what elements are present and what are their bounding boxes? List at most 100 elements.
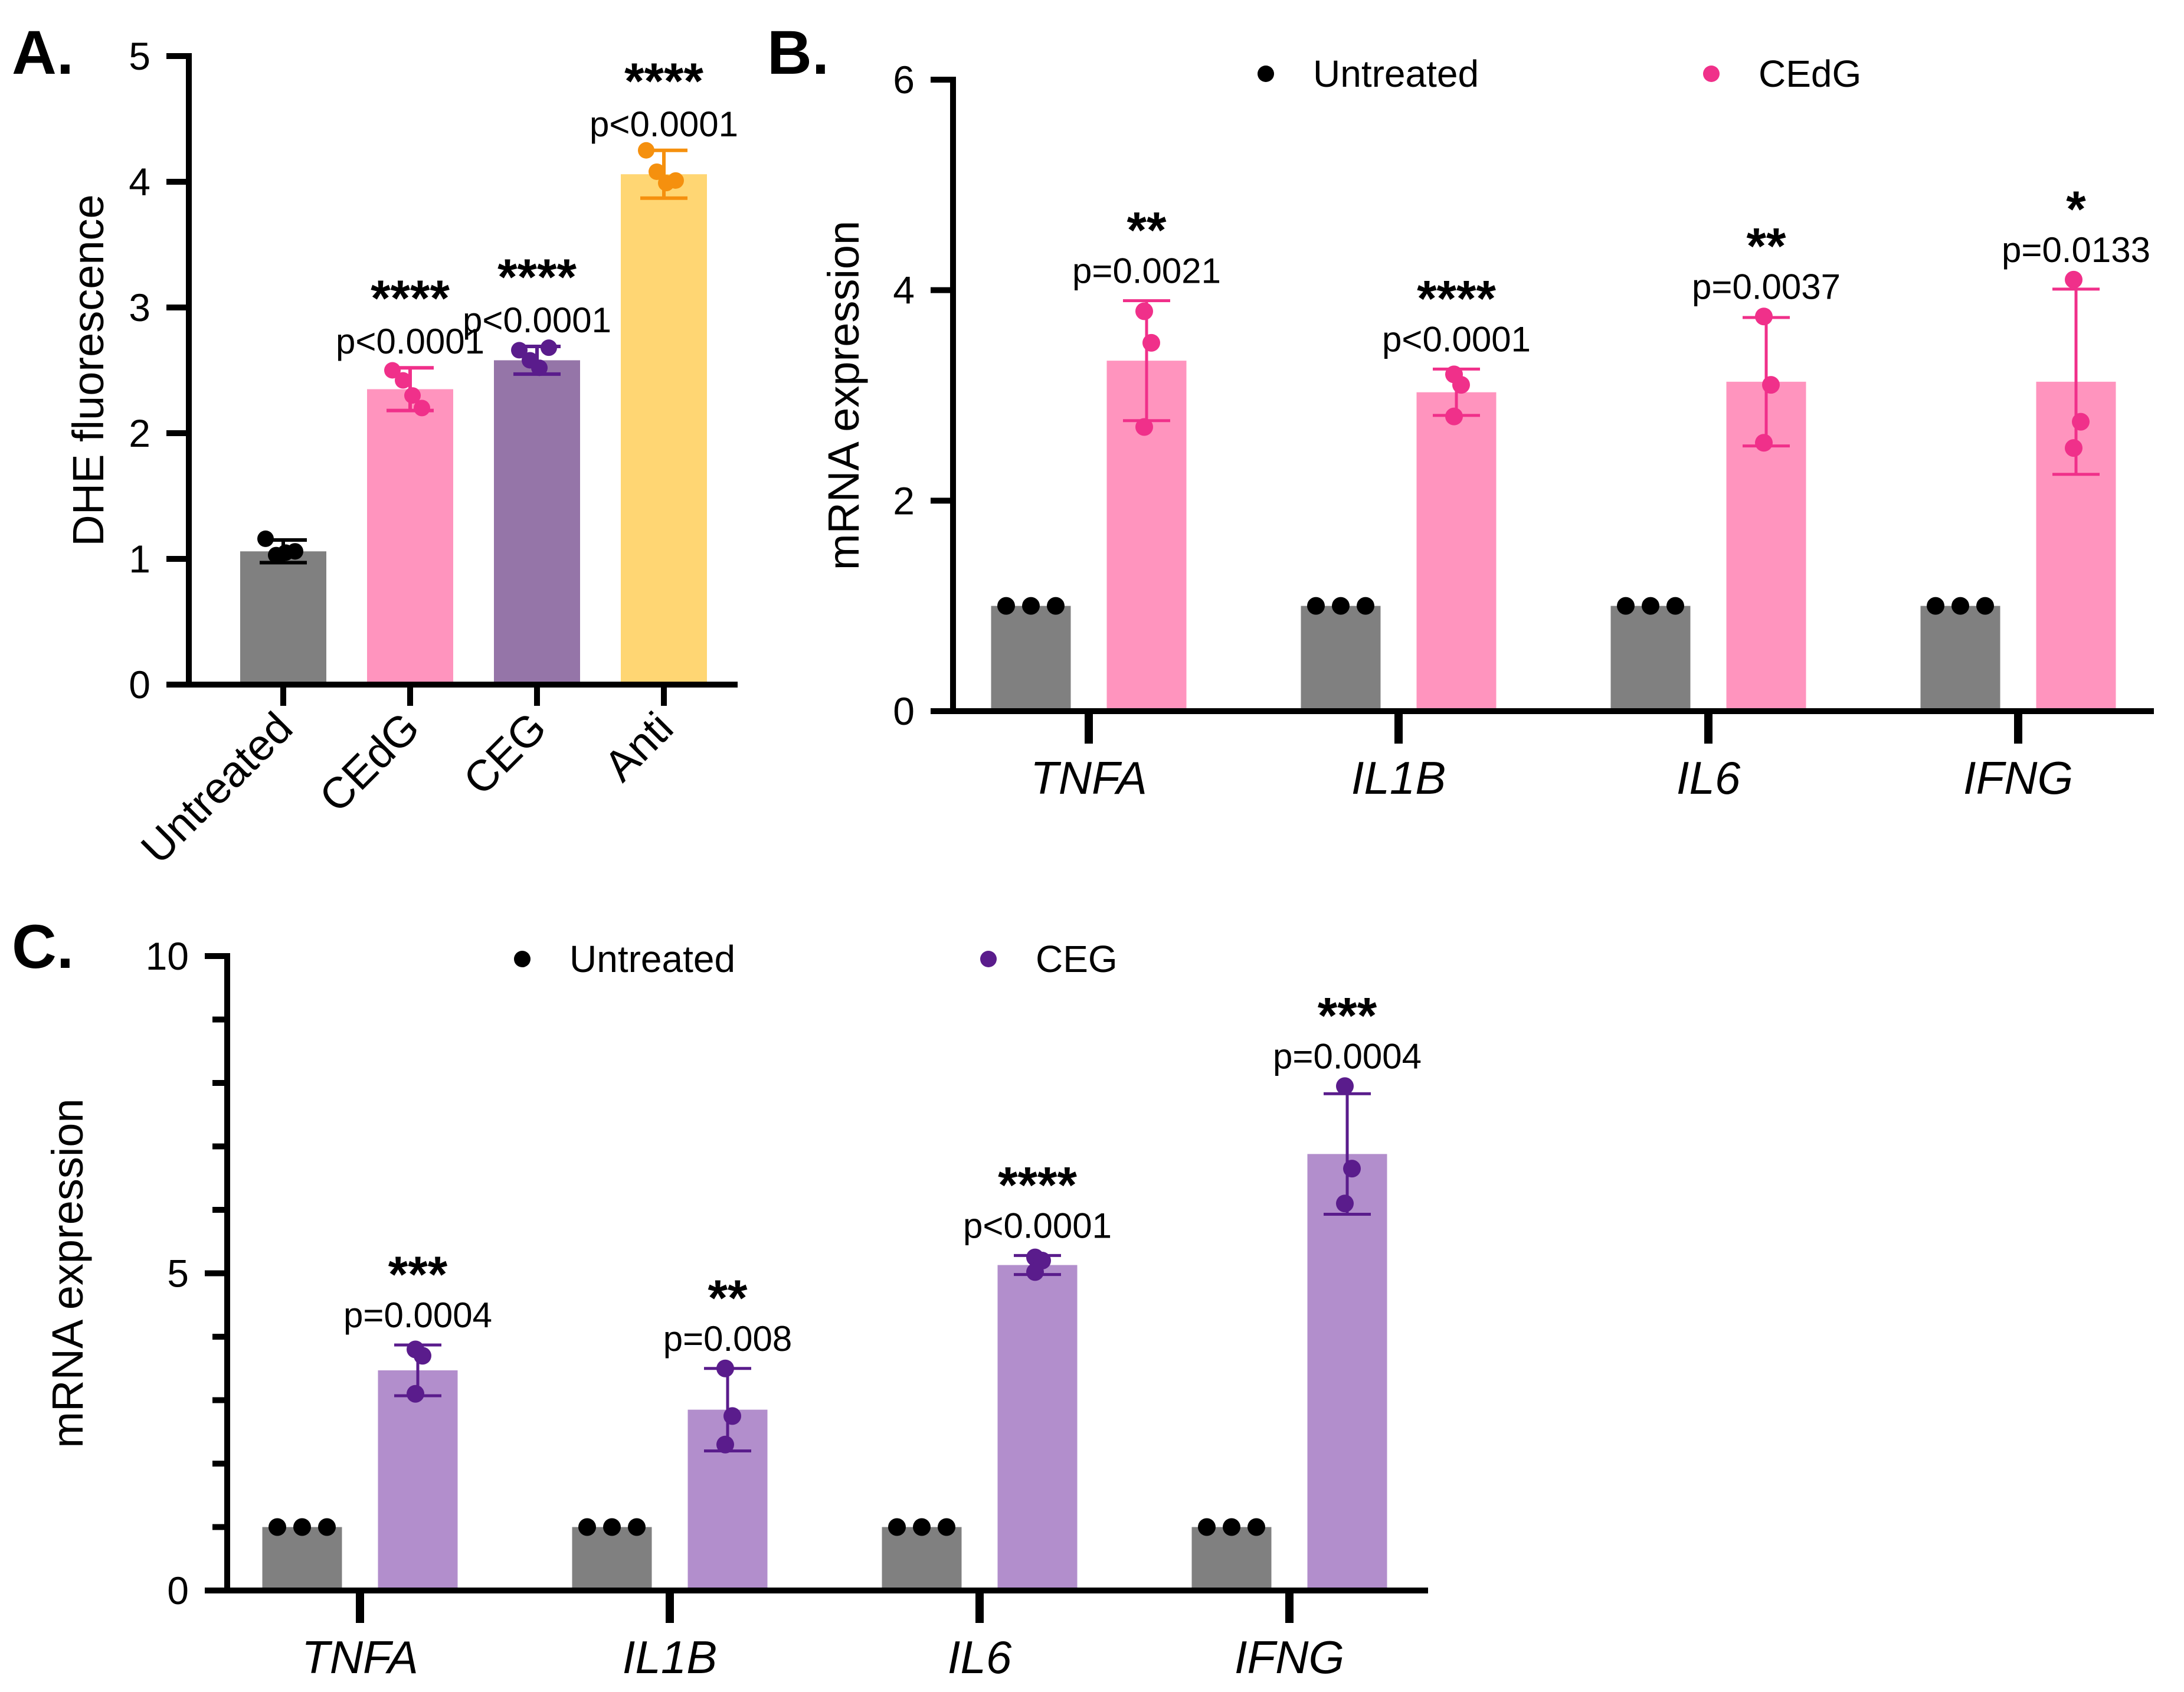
data-point bbox=[2072, 413, 2090, 431]
data-point bbox=[649, 163, 665, 180]
significance-stars: **** bbox=[624, 53, 703, 110]
legend-marker bbox=[1258, 66, 1274, 82]
bar bbox=[572, 1527, 652, 1590]
bar bbox=[1191, 1527, 1272, 1590]
data-point bbox=[1976, 597, 1994, 615]
data-point bbox=[628, 1518, 646, 1536]
data-point bbox=[1755, 434, 1773, 452]
data-point bbox=[2065, 439, 2083, 457]
data-point bbox=[578, 1518, 596, 1536]
data-point bbox=[2065, 270, 2083, 289]
panel-label: B. bbox=[767, 18, 829, 87]
category-label: IL1B bbox=[623, 1631, 717, 1683]
significance-stars: ** bbox=[1127, 202, 1167, 259]
panel-c-chart: C. Untreated CEG***p=0.0004TNFA**p=0.008IL… bbox=[12, 912, 1428, 1683]
category-label: Untreated bbox=[132, 703, 302, 873]
significance-stars: *** bbox=[388, 1246, 448, 1303]
panel-label: A. bbox=[12, 18, 74, 87]
data-point bbox=[716, 1359, 734, 1377]
p-value-label: p=0.0004 bbox=[1273, 1036, 1422, 1076]
data-point bbox=[318, 1518, 336, 1536]
data-point bbox=[1198, 1518, 1216, 1536]
bar bbox=[367, 389, 453, 685]
data-point bbox=[1332, 597, 1350, 615]
category-label: IL6 bbox=[948, 1631, 1012, 1683]
legend-marker bbox=[1703, 66, 1720, 82]
y-axis-title: mRNA expression bbox=[819, 221, 868, 570]
bar bbox=[1301, 606, 1381, 711]
category-label: CEdG bbox=[310, 703, 428, 822]
data-point bbox=[716, 1435, 734, 1454]
data-point bbox=[723, 1407, 741, 1425]
y-tick-label: 0 bbox=[129, 663, 150, 706]
data-point bbox=[938, 1518, 955, 1536]
y-tick-label: 3 bbox=[129, 286, 150, 329]
data-point bbox=[257, 530, 274, 547]
p-value-label: p=0.0021 bbox=[1072, 251, 1221, 291]
data-point bbox=[1047, 597, 1065, 615]
bar bbox=[378, 1370, 458, 1590]
data-point bbox=[1617, 597, 1635, 615]
category-label: TNFA bbox=[302, 1631, 418, 1683]
data-point bbox=[888, 1518, 906, 1536]
y-tick-label: 5 bbox=[167, 1252, 189, 1295]
data-point bbox=[603, 1518, 621, 1536]
data-point bbox=[1927, 597, 1944, 615]
significance-stars: ** bbox=[708, 1270, 748, 1327]
data-point bbox=[1247, 1518, 1265, 1536]
significance-stars: **** bbox=[497, 249, 577, 306]
category-label: IFNG bbox=[1235, 1631, 1344, 1683]
data-point bbox=[1336, 1077, 1354, 1095]
legend-label: Untreated bbox=[569, 938, 735, 980]
data-point bbox=[395, 372, 411, 389]
significance-stars: * bbox=[2066, 181, 2086, 238]
legend-label: CEdG bbox=[1759, 53, 1861, 95]
category-label: IL6 bbox=[1677, 752, 1741, 804]
y-tick-label: 4 bbox=[129, 160, 150, 204]
bar bbox=[1920, 606, 2000, 711]
bar bbox=[1610, 606, 1691, 711]
data-point bbox=[1445, 407, 1463, 426]
legend-label: Untreated bbox=[1313, 53, 1479, 95]
bar bbox=[991, 606, 1071, 711]
data-point bbox=[1666, 597, 1684, 615]
significance-stars: ** bbox=[1747, 218, 1786, 274]
bar bbox=[621, 174, 707, 685]
data-point bbox=[1642, 597, 1659, 615]
data-point bbox=[407, 1385, 424, 1403]
y-tick-label: 5 bbox=[129, 34, 150, 78]
significance-stars: **** bbox=[371, 270, 450, 327]
p-value-label: p=0.0133 bbox=[2002, 230, 2150, 270]
y-tick-label: 4 bbox=[893, 269, 915, 312]
bar bbox=[1416, 392, 1497, 711]
data-point bbox=[1755, 307, 1773, 326]
y-tick-label: 0 bbox=[167, 1569, 189, 1612]
p-value-label: p<0.0001 bbox=[590, 104, 738, 144]
significance-stars: **** bbox=[998, 1157, 1077, 1213]
p-value-label: p<0.0001 bbox=[463, 300, 611, 340]
data-point bbox=[997, 597, 1015, 615]
legend-marker bbox=[514, 951, 531, 967]
panel-b-chart: B. Untreated CEdG**p=0.0021TNFA****p<0.000… bbox=[767, 18, 2154, 804]
bar bbox=[262, 1527, 342, 1590]
category-label: CEG bbox=[454, 703, 555, 804]
y-tick-label: 6 bbox=[893, 58, 915, 102]
data-point bbox=[1135, 302, 1153, 320]
bar bbox=[240, 551, 326, 685]
category-label: TNFA bbox=[1030, 752, 1147, 804]
category-label: IL1B bbox=[1351, 752, 1446, 804]
data-point bbox=[541, 339, 557, 356]
bar bbox=[1307, 1154, 1387, 1590]
data-point bbox=[269, 1518, 286, 1536]
y-tick-label: 0 bbox=[893, 689, 915, 733]
significance-stars: *** bbox=[1318, 987, 1377, 1044]
data-point bbox=[1026, 1263, 1044, 1281]
data-point bbox=[1142, 333, 1160, 352]
data-point bbox=[287, 543, 303, 560]
data-point bbox=[913, 1518, 931, 1536]
p-value-label: p<0.0001 bbox=[336, 322, 484, 361]
p-value-label: p<0.0001 bbox=[1382, 319, 1531, 359]
data-point bbox=[1762, 376, 1780, 394]
category-label: Anti bbox=[594, 703, 682, 791]
